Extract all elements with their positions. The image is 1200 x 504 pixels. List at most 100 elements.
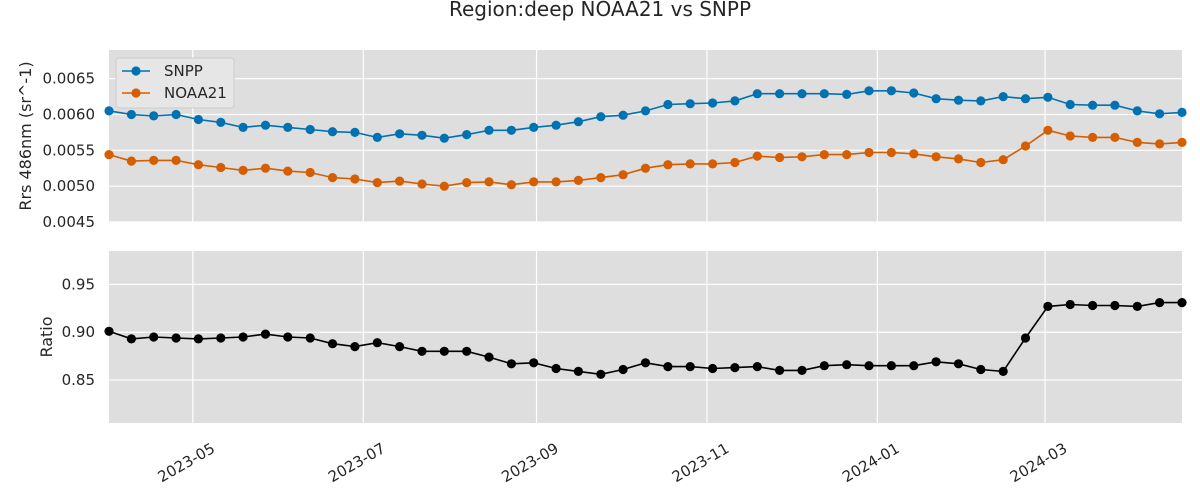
data-point [305, 124, 315, 135]
data-point [104, 106, 114, 116]
data-point [149, 332, 159, 342]
y-tick-label: 0.0045 [43, 213, 96, 231]
data-point [1020, 333, 1031, 343]
data-point [886, 86, 897, 96]
y-tick-label: 0.95 [62, 275, 95, 293]
data-point [126, 156, 136, 166]
data-point [797, 89, 807, 99]
data-point [842, 360, 852, 370]
data-point [529, 358, 539, 368]
data-point [730, 157, 740, 168]
data-point [797, 152, 807, 162]
data-point [1177, 107, 1187, 117]
data-point [484, 125, 494, 135]
x-tick-label: 2024-01 [839, 439, 902, 486]
data-point [1110, 132, 1120, 142]
data-point [551, 177, 561, 187]
legend-entry-label: SNPP [164, 62, 203, 80]
data-point [842, 89, 852, 99]
data-point [931, 152, 941, 162]
legend: SNPP NOAA21 [115, 57, 235, 109]
data-point [573, 175, 584, 185]
legend-swatch-marker [131, 88, 141, 98]
data-point [238, 122, 248, 132]
data-point [372, 132, 382, 142]
data-point [506, 180, 516, 190]
data-point [484, 352, 494, 362]
data-point [417, 130, 427, 140]
data-point [238, 332, 248, 342]
data-point [864, 361, 874, 371]
plot-area-top [109, 50, 1182, 222]
y-tick-label: 0.0060 [43, 106, 96, 124]
data-point [149, 155, 159, 165]
data-point [216, 117, 226, 127]
data-point [216, 333, 226, 343]
data-point [1132, 137, 1142, 147]
data-point [193, 114, 203, 125]
data-point [529, 122, 539, 132]
data-point [104, 150, 114, 160]
y-tick-label: 0.90 [62, 323, 95, 341]
data-point [573, 366, 584, 376]
data-point [462, 130, 472, 140]
data-point [126, 334, 136, 344]
y-axis-label: Rrs 486nm (sr^-1) [16, 61, 35, 210]
x-tick-label: 2023-09 [498, 439, 561, 486]
data-point [1043, 92, 1053, 102]
data-point [1155, 109, 1165, 119]
data-point [573, 117, 584, 127]
data-point [596, 369, 606, 379]
data-point [1132, 106, 1142, 116]
data-point [752, 151, 762, 161]
data-point [350, 174, 360, 184]
data-point [327, 339, 338, 349]
data-point [931, 94, 941, 104]
data-point [775, 365, 785, 375]
data-point [819, 89, 829, 99]
data-point [663, 362, 673, 372]
data-point [618, 170, 628, 180]
data-point [998, 92, 1008, 102]
data-point [1065, 131, 1075, 141]
data-point [998, 155, 1008, 165]
data-point [439, 346, 449, 356]
data-point [1043, 301, 1053, 311]
data-point [439, 181, 449, 191]
data-point [708, 98, 718, 108]
data-point [1088, 300, 1098, 311]
data-point [484, 177, 494, 187]
data-point [551, 120, 561, 130]
data-point [1110, 100, 1120, 110]
data-point [171, 155, 181, 165]
y-tick-label: 0.0055 [43, 141, 96, 159]
legend-swatch-marker [131, 66, 141, 76]
data-point [618, 364, 628, 375]
data-point [775, 89, 785, 99]
data-point [685, 362, 695, 372]
data-point [596, 112, 606, 122]
data-point [886, 361, 897, 371]
data-point [1110, 300, 1120, 311]
data-point [238, 165, 248, 175]
data-point [305, 167, 315, 178]
data-point [395, 129, 405, 139]
data-point [663, 99, 673, 110]
x-tick-label: 2023-11 [669, 439, 732, 486]
data-point [640, 358, 651, 368]
data-point [909, 149, 919, 159]
data-point [1088, 132, 1098, 142]
data-point [1132, 301, 1142, 311]
data-point [462, 346, 472, 356]
data-point [350, 127, 360, 137]
data-point [193, 334, 203, 344]
data-point [953, 359, 964, 369]
y-tick-label: 0.0050 [43, 177, 96, 195]
data-point [462, 178, 472, 188]
data-point [1020, 94, 1031, 104]
data-point [931, 357, 941, 367]
data-point [730, 363, 740, 373]
data-point [1043, 125, 1053, 135]
